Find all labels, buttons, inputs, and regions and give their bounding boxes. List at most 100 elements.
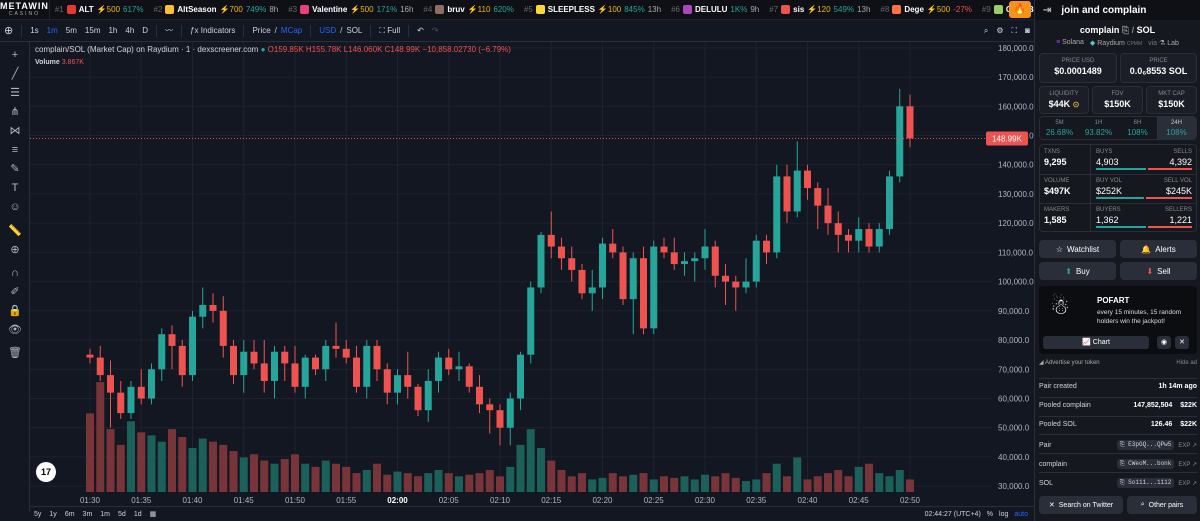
trending-item[interactable]: #1 ALT ⚡500 617% — [50, 0, 149, 19]
back-arrow-icon[interactable]: ⇥ — [1043, 4, 1052, 16]
metawin-logo[interactable]: METAWIN CASINO — [0, 0, 50, 19]
range-1y[interactable]: 1y — [49, 510, 57, 518]
pitchfork-icon[interactable]: ⋔ — [10, 106, 20, 118]
fullscreen-toggle-icon[interactable]: ⛶ — [1011, 25, 1018, 35]
interval-1s[interactable]: 1s — [30, 26, 39, 35]
zoom-icon[interactable]: ⊕ — [10, 244, 20, 256]
candle-body — [537, 234, 545, 288]
search-icon[interactable]: ⌕ — [983, 25, 989, 35]
pattern-icon[interactable]: ⋈ — [9, 125, 21, 137]
brush-icon[interactable]: ✎ — [10, 163, 20, 175]
ruler-icon[interactable]: 📏 — [8, 225, 22, 237]
auto-toggle[interactable]: auto — [1014, 510, 1028, 518]
clock-time[interactable]: 02:44:27 (UTC+4) — [924, 510, 981, 518]
horizontal-lines-icon[interactable]: ☰ — [10, 87, 20, 99]
hide-ad-link[interactable]: Hide ad — [1176, 359, 1197, 366]
undo-icon[interactable]: ↶ — [417, 26, 424, 35]
ad-x-icon[interactable]: ✕ — [1175, 336, 1189, 349]
sol-address[interactable]: ⎘ So111...1112 — [1116, 478, 1175, 488]
trending-item[interactable]: #6 DELULU 1K% 9h — [666, 0, 764, 19]
tab-24h-value: 108% — [1166, 128, 1187, 137]
price-toggle[interactable]: Price — [252, 26, 271, 35]
volume-bar — [444, 473, 453, 492]
ad-chart-button[interactable]: 📈 Chart — [1043, 336, 1149, 349]
calendar-icon[interactable]: ▦ — [149, 511, 157, 518]
candle-body — [404, 375, 412, 387]
fire-icon[interactable]: 🔥 — [1009, 1, 1031, 18]
advertise-link[interactable]: ◢ Advertise your token — [1039, 359, 1100, 366]
chart-area[interactable]: 180,000.0170,000.0160,000.0150,000.0140,… — [30, 42, 1034, 512]
dex-label[interactable]: ◆ Raydium CPMM — [1090, 39, 1142, 47]
ad-banner[interactable]: ☃ POFART every 15 minutes, 15 random hol… — [1039, 286, 1197, 354]
pair-explorer-link[interactable]: EXP ↗ — [1178, 442, 1197, 449]
volume-bar — [711, 476, 720, 492]
magnet-icon[interactable]: ∩ — [11, 267, 19, 279]
trending-item[interactable]: #5 SLEEPLESS ⚡100 845% 13h — [519, 0, 666, 19]
x-tick-label: 02:20 — [592, 496, 613, 505]
range-3m[interactable]: 3m — [82, 510, 93, 518]
percent-toggle[interactable]: % — [986, 510, 994, 518]
sol-toggle[interactable]: SOL — [346, 26, 363, 35]
chart-type-icon[interactable]: 〰 — [165, 26, 174, 35]
eye-icon[interactable]: 👁 — [8, 324, 22, 336]
settings-icon[interactable]: ⚙ — [996, 25, 1004, 35]
interval-15m[interactable]: 15m — [84, 26, 101, 35]
lock-icon[interactable]: 🔒 — [8, 305, 22, 317]
trash-icon[interactable]: 🗑 — [8, 347, 22, 359]
mcap-toggle[interactable]: MCap — [280, 26, 303, 35]
volume-bar — [485, 470, 494, 492]
range-1d[interactable]: 1d — [133, 510, 142, 518]
tab-24h[interactable]: 24H 108% — [1157, 117, 1196, 139]
camera-icon[interactable]: ◙ — [1025, 25, 1030, 35]
copy-icon[interactable]: ⎘ — [1121, 25, 1130, 35]
log-toggle[interactable]: log — [999, 510, 1009, 518]
chain-label[interactable]: ≡ Solana — [1056, 39, 1084, 47]
interval-4h[interactable]: 4h — [125, 26, 135, 35]
range-6m[interactable]: 6m — [64, 510, 75, 518]
pair-address[interactable]: ⎘ E3pGQ...QPw5 — [1116, 440, 1175, 450]
trending-item[interactable]: #2 AltSeason ⚡700 749% 8h — [149, 0, 284, 19]
redo-icon[interactable]: ↷ — [431, 26, 439, 35]
tradingview-logo[interactable]: 17 — [36, 462, 56, 482]
boost-count: ⚡500 — [96, 5, 121, 14]
token-address[interactable]: ⎘ CWeoM...bonk — [1116, 459, 1175, 469]
sell-button[interactable]: ⬇ Sell — [1120, 262, 1197, 280]
other-pairs-button[interactable]: ⌕ Other pairs — [1127, 496, 1197, 514]
tab-6h[interactable]: 6H 108% — [1118, 117, 1157, 139]
search-twitter-button[interactable]: ✕ Search on Twitter — [1039, 496, 1123, 514]
pencil-lock-icon[interactable]: ✐ — [10, 286, 20, 298]
fib-icon[interactable]: ≡ — [11, 144, 19, 156]
token-explorer-link[interactable]: EXP ↗ — [1178, 461, 1197, 468]
indicators-button[interactable]: ƒx Indicators — [186, 26, 239, 35]
text-icon[interactable]: T — [11, 182, 19, 194]
trending-item[interactable]: #8 Dege ⚡500 -27% — [875, 0, 976, 19]
via-label[interactable]: via ⚗ Lab — [1148, 39, 1179, 47]
sol-explorer-link[interactable]: EXP ↗ — [1178, 480, 1197, 487]
trending-rank: #1 — [54, 5, 64, 14]
range-5d[interactable]: 5d — [118, 510, 126, 518]
usd-toggle[interactable]: USD — [319, 26, 337, 35]
interval-1h[interactable]: 1h — [108, 26, 118, 35]
trendline-icon[interactable]: ╱ — [11, 68, 19, 80]
candlestick-chart[interactable]: 180,000.0170,000.0160,000.0150,000.0140,… — [30, 42, 1034, 506]
tab-5m[interactable]: 5M 26.68% — [1040, 117, 1079, 139]
trending-item[interactable]: #3 Valentine ⚡500 171% 16h — [283, 0, 418, 19]
range-5y[interactable]: 5y — [34, 510, 42, 518]
ad-globe-icon[interactable]: ◉ — [1157, 336, 1171, 349]
trending-item[interactable]: #4 bruv ⚡110 620% — [418, 0, 518, 19]
tab-1h[interactable]: 1H 93.82% — [1079, 117, 1118, 139]
interval-d[interactable]: D — [142, 26, 149, 35]
trending-item[interactable]: #7 sis ⚡120 549% 13h — [764, 0, 875, 19]
full-button[interactable]: ⛶ Full — [375, 26, 404, 36]
candle-body — [701, 246, 709, 259]
emoji-icon[interactable]: ☺ — [9, 201, 21, 213]
alerts-button[interactable]: 🔔 Alerts — [1120, 240, 1197, 258]
interval-5m[interactable]: 5m — [65, 26, 77, 35]
range-1m[interactable]: 1m — [100, 510, 111, 518]
volume-bar — [742, 481, 750, 492]
watchlist-button[interactable]: ☆ Watchlist — [1039, 240, 1116, 258]
crosshair-icon[interactable]: + — [11, 49, 19, 61]
buy-button[interactable]: ⬆ Buy — [1039, 262, 1116, 280]
add-icon[interactable]: ⊕ — [4, 25, 14, 37]
interval-1m[interactable]: 1m — [46, 26, 58, 35]
